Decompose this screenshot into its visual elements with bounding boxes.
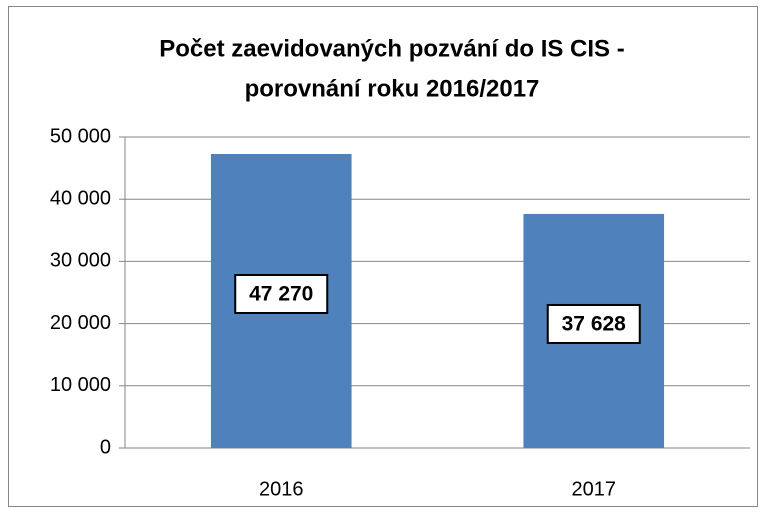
y-tick-label: 30 000 (50, 250, 111, 272)
data-label: 37 628 (562, 313, 627, 336)
data-label: 47 270 (249, 283, 313, 306)
x-tick-label: 2017 (572, 478, 617, 500)
data-label-box (234, 273, 329, 314)
data-label-box (546, 303, 641, 344)
x-tick-label: 2016 (259, 478, 304, 500)
y-tick-label: 20 000 (50, 312, 111, 334)
y-tick-label: 10 000 (50, 374, 111, 396)
y-tick-label: 0 (100, 436, 111, 458)
chart-title: porovnání roku 2016/2017 (245, 75, 540, 102)
chart-title: Počet zaevidovaných pozvání do IS CIS - (159, 35, 624, 62)
y-tick-label: 50 000 (50, 125, 111, 147)
y-tick-label: 40 000 (50, 187, 111, 209)
